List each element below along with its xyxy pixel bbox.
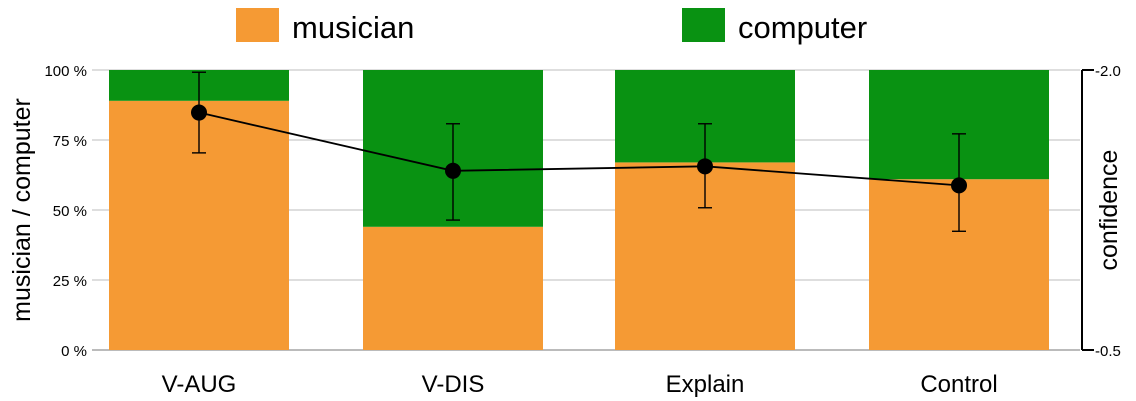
- y-tick-label: 50 %: [53, 203, 87, 220]
- x-axis: V-AUG V-DIS Explain Control: [162, 371, 998, 398]
- y-tick-label: 75 %: [53, 133, 87, 150]
- legend-swatch-computer: [682, 8, 725, 42]
- y2-tick-label: -2.0: [1095, 63, 1121, 80]
- x-tick-label: V-AUG: [162, 371, 237, 398]
- x-tick-label: V-DIS: [422, 371, 485, 398]
- right-axis: -2.0 -0.5 confidence: [1081, 63, 1123, 360]
- confidence-point: [951, 177, 967, 194]
- y2-axis-title: confidence: [1095, 150, 1123, 271]
- y-tick-label: 25 %: [53, 273, 87, 290]
- left-axis: 100 % 75 % 50 % 25 % 0 % musician / comp…: [8, 63, 87, 360]
- x-tick-label: Control: [920, 371, 997, 398]
- legend-swatch-musician: [236, 8, 279, 42]
- x-tick-label: Explain: [666, 371, 745, 398]
- bars: [109, 70, 1049, 350]
- confidence-line: [198, 111, 960, 187]
- confidence-point: [445, 162, 461, 179]
- bar-musician-v-dis: [363, 226, 543, 350]
- y-tick-label: 0 %: [61, 343, 87, 360]
- y2-tick-label: -0.5: [1095, 343, 1121, 360]
- y-tick-label: 100 %: [44, 63, 87, 80]
- confidence-series: [191, 71, 967, 232]
- confidence-point: [191, 104, 207, 121]
- legend-label-musician: musician: [292, 10, 414, 45]
- y-axis-title: musician / computer: [8, 98, 36, 322]
- confidence-point: [697, 158, 713, 175]
- legend: musician computer: [236, 8, 867, 45]
- legend-label-computer: computer: [738, 10, 867, 45]
